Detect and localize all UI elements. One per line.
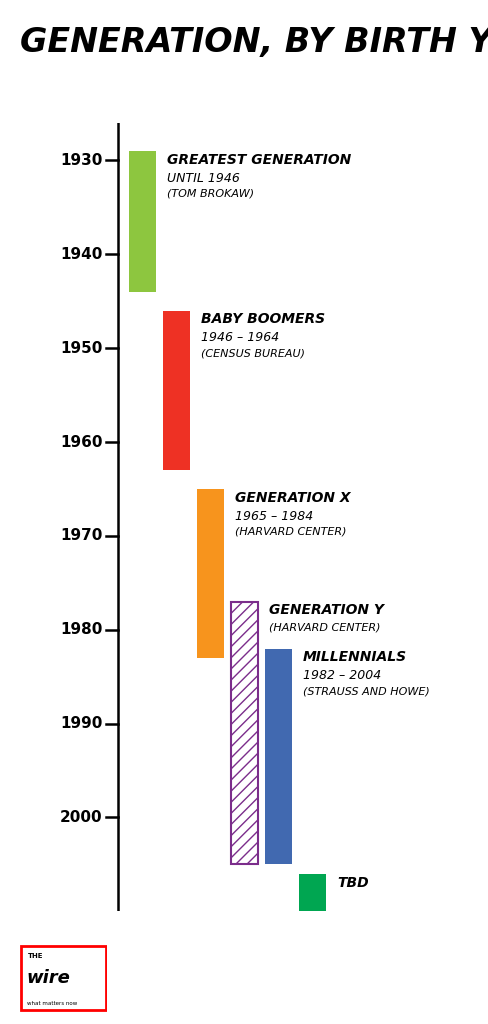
- Text: (STRAUSS AND HOWE): (STRAUSS AND HOWE): [303, 686, 430, 696]
- FancyBboxPatch shape: [21, 946, 105, 1010]
- Text: 1965 – 1984: 1965 – 1984: [235, 510, 313, 522]
- Bar: [129, 152, 156, 292]
- Text: 1980: 1980: [60, 623, 102, 637]
- Text: (HARVARD CENTER): (HARVARD CENTER): [235, 526, 346, 537]
- Text: TBD: TBD: [337, 876, 369, 890]
- Text: GREATEST GENERATION: GREATEST GENERATION: [167, 153, 351, 167]
- Text: MILLENNIALS: MILLENNIALS: [303, 650, 407, 665]
- Text: 1946 – 1964: 1946 – 1964: [201, 331, 279, 344]
- Text: GENERATION Y: GENERATION Y: [269, 603, 384, 617]
- Text: (CENSUS BUREAU): (CENSUS BUREAU): [201, 348, 305, 358]
- Text: wire: wire: [26, 970, 70, 987]
- Text: 1930: 1930: [60, 153, 102, 168]
- Text: what matters now: what matters now: [26, 1000, 77, 1006]
- Bar: [231, 601, 258, 864]
- Text: GENERATION, BY BIRTH YEAR: GENERATION, BY BIRTH YEAR: [20, 26, 488, 58]
- Text: UNTIL 1946: UNTIL 1946: [167, 172, 240, 184]
- Text: 1940: 1940: [60, 247, 102, 262]
- Text: (TOM BROKAW): (TOM BROKAW): [167, 188, 254, 199]
- Text: 1960: 1960: [60, 434, 102, 450]
- Text: 1982 – 2004: 1982 – 2004: [303, 670, 381, 682]
- Text: 1970: 1970: [60, 528, 102, 544]
- Text: 2000: 2000: [60, 810, 102, 825]
- Text: 1990: 1990: [60, 716, 102, 731]
- Text: GENERATION X: GENERATION X: [235, 490, 350, 505]
- Text: BABY BOOMERS: BABY BOOMERS: [201, 312, 325, 327]
- Bar: [299, 873, 326, 911]
- Text: THE: THE: [28, 952, 44, 958]
- Text: (HARVARD CENTER): (HARVARD CENTER): [269, 623, 381, 632]
- Bar: [197, 488, 224, 657]
- Bar: [265, 648, 292, 864]
- Bar: [163, 310, 190, 470]
- Text: 1950: 1950: [60, 341, 102, 355]
